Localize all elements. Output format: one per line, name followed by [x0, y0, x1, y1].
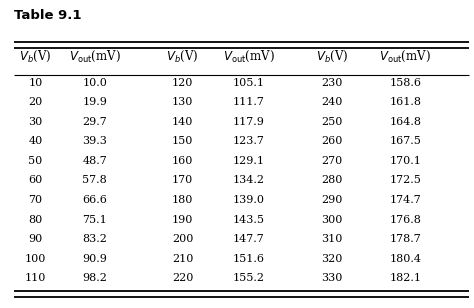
Text: $V_{\mathrm{out}}$(mV): $V_{\mathrm{out}}$(mV)	[69, 49, 121, 64]
Text: 100: 100	[25, 254, 46, 264]
Text: 176.8: 176.8	[389, 214, 421, 225]
Text: 60: 60	[28, 176, 43, 185]
Text: 48.7: 48.7	[82, 156, 107, 166]
Text: 230: 230	[321, 78, 343, 87]
Text: 151.6: 151.6	[233, 254, 265, 264]
Text: Table 9.1: Table 9.1	[14, 9, 82, 22]
Text: 111.7: 111.7	[233, 97, 265, 107]
Text: 105.1: 105.1	[233, 78, 265, 87]
Text: 167.5: 167.5	[389, 136, 421, 146]
Text: 161.8: 161.8	[389, 97, 421, 107]
Text: 155.2: 155.2	[233, 273, 265, 283]
Text: 147.7: 147.7	[233, 234, 264, 244]
Text: 66.6: 66.6	[82, 195, 107, 205]
Text: 20: 20	[28, 97, 43, 107]
Text: 139.0: 139.0	[233, 195, 265, 205]
Text: 260: 260	[321, 136, 343, 146]
Text: 170: 170	[172, 176, 193, 185]
Text: 158.6: 158.6	[389, 78, 421, 87]
Text: 29.7: 29.7	[82, 117, 107, 127]
Text: 143.5: 143.5	[233, 214, 265, 225]
Text: 172.5: 172.5	[389, 176, 421, 185]
Text: 174.7: 174.7	[390, 195, 421, 205]
Text: 270: 270	[321, 156, 342, 166]
Text: 210: 210	[172, 254, 193, 264]
Text: 83.2: 83.2	[82, 234, 107, 244]
Text: 164.8: 164.8	[389, 117, 421, 127]
Text: 180.4: 180.4	[389, 254, 421, 264]
Text: 140: 140	[172, 117, 193, 127]
Text: 290: 290	[321, 195, 343, 205]
Text: 30: 30	[28, 117, 43, 127]
Text: 39.3: 39.3	[82, 136, 107, 146]
Text: 250: 250	[321, 117, 343, 127]
Text: 40: 40	[28, 136, 43, 146]
Text: 19.9: 19.9	[82, 97, 107, 107]
Text: 160: 160	[172, 156, 193, 166]
Text: 10.0: 10.0	[82, 78, 107, 87]
Text: $V_{\mathit{b}}$(V): $V_{\mathit{b}}$(V)	[316, 49, 348, 64]
Text: 90.9: 90.9	[82, 254, 107, 264]
Text: $V_{\mathrm{out}}$(mV): $V_{\mathrm{out}}$(mV)	[379, 49, 431, 64]
Text: 320: 320	[321, 254, 343, 264]
Text: 120: 120	[172, 78, 193, 87]
Text: 98.2: 98.2	[82, 273, 107, 283]
Text: 90: 90	[28, 234, 43, 244]
Text: 330: 330	[321, 273, 343, 283]
Text: 178.7: 178.7	[390, 234, 421, 244]
Text: 182.1: 182.1	[389, 273, 421, 283]
Text: 310: 310	[321, 234, 343, 244]
Text: 150: 150	[172, 136, 193, 146]
Text: 117.9: 117.9	[233, 117, 265, 127]
Text: 50: 50	[28, 156, 43, 166]
Text: 129.1: 129.1	[233, 156, 265, 166]
Text: 123.7: 123.7	[233, 136, 265, 146]
Text: 110: 110	[25, 273, 46, 283]
Text: 70: 70	[28, 195, 43, 205]
Text: 300: 300	[321, 214, 343, 225]
Text: 180: 180	[172, 195, 193, 205]
Text: 240: 240	[321, 97, 343, 107]
Text: 190: 190	[172, 214, 193, 225]
Text: 200: 200	[172, 234, 193, 244]
Text: 170.1: 170.1	[389, 156, 421, 166]
Text: $V_{\mathrm{out}}$(mV): $V_{\mathrm{out}}$(mV)	[223, 49, 275, 64]
Text: 75.1: 75.1	[82, 214, 107, 225]
Text: 80: 80	[28, 214, 43, 225]
Text: 134.2: 134.2	[233, 176, 265, 185]
Text: 280: 280	[321, 176, 343, 185]
Text: 57.8: 57.8	[82, 176, 107, 185]
Text: 130: 130	[172, 97, 193, 107]
Text: $V_{\mathit{b}}$(V): $V_{\mathit{b}}$(V)	[166, 49, 199, 64]
Text: 10: 10	[28, 78, 43, 87]
Text: 220: 220	[172, 273, 193, 283]
Text: $V_{\mathit{b}}$(V): $V_{\mathit{b}}$(V)	[19, 49, 52, 64]
